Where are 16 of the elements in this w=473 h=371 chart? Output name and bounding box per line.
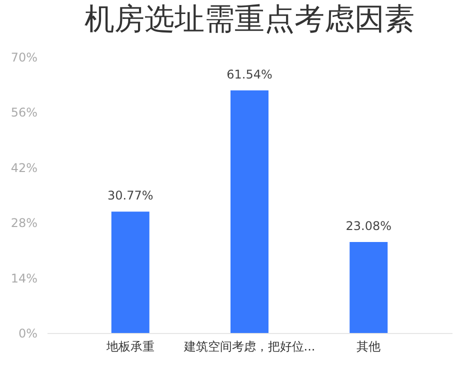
chart-title: 机房选址需重点考虑因素 (84, 2, 414, 37)
y-tick-label: 56% (10, 106, 38, 120)
bar (230, 90, 268, 333)
x-tick-label: 地板承重 (105, 340, 154, 354)
y-tick-label: 70% (10, 50, 38, 64)
data-label: 23.08% (346, 219, 392, 233)
bar (111, 212, 150, 333)
y-tick-label: 14% (10, 271, 38, 286)
x-tick-label: 其他 (356, 340, 381, 354)
data-label: 30.77% (108, 188, 154, 203)
y-tick-label: 42% (10, 160, 38, 175)
x-tick-label: 建筑空间考虑，把好位... (182, 340, 316, 354)
y-tick-label: 28% (10, 216, 38, 230)
bar (350, 242, 388, 333)
data-label: 61.54% (226, 67, 272, 82)
y-tick-label: 0% (18, 326, 38, 340)
